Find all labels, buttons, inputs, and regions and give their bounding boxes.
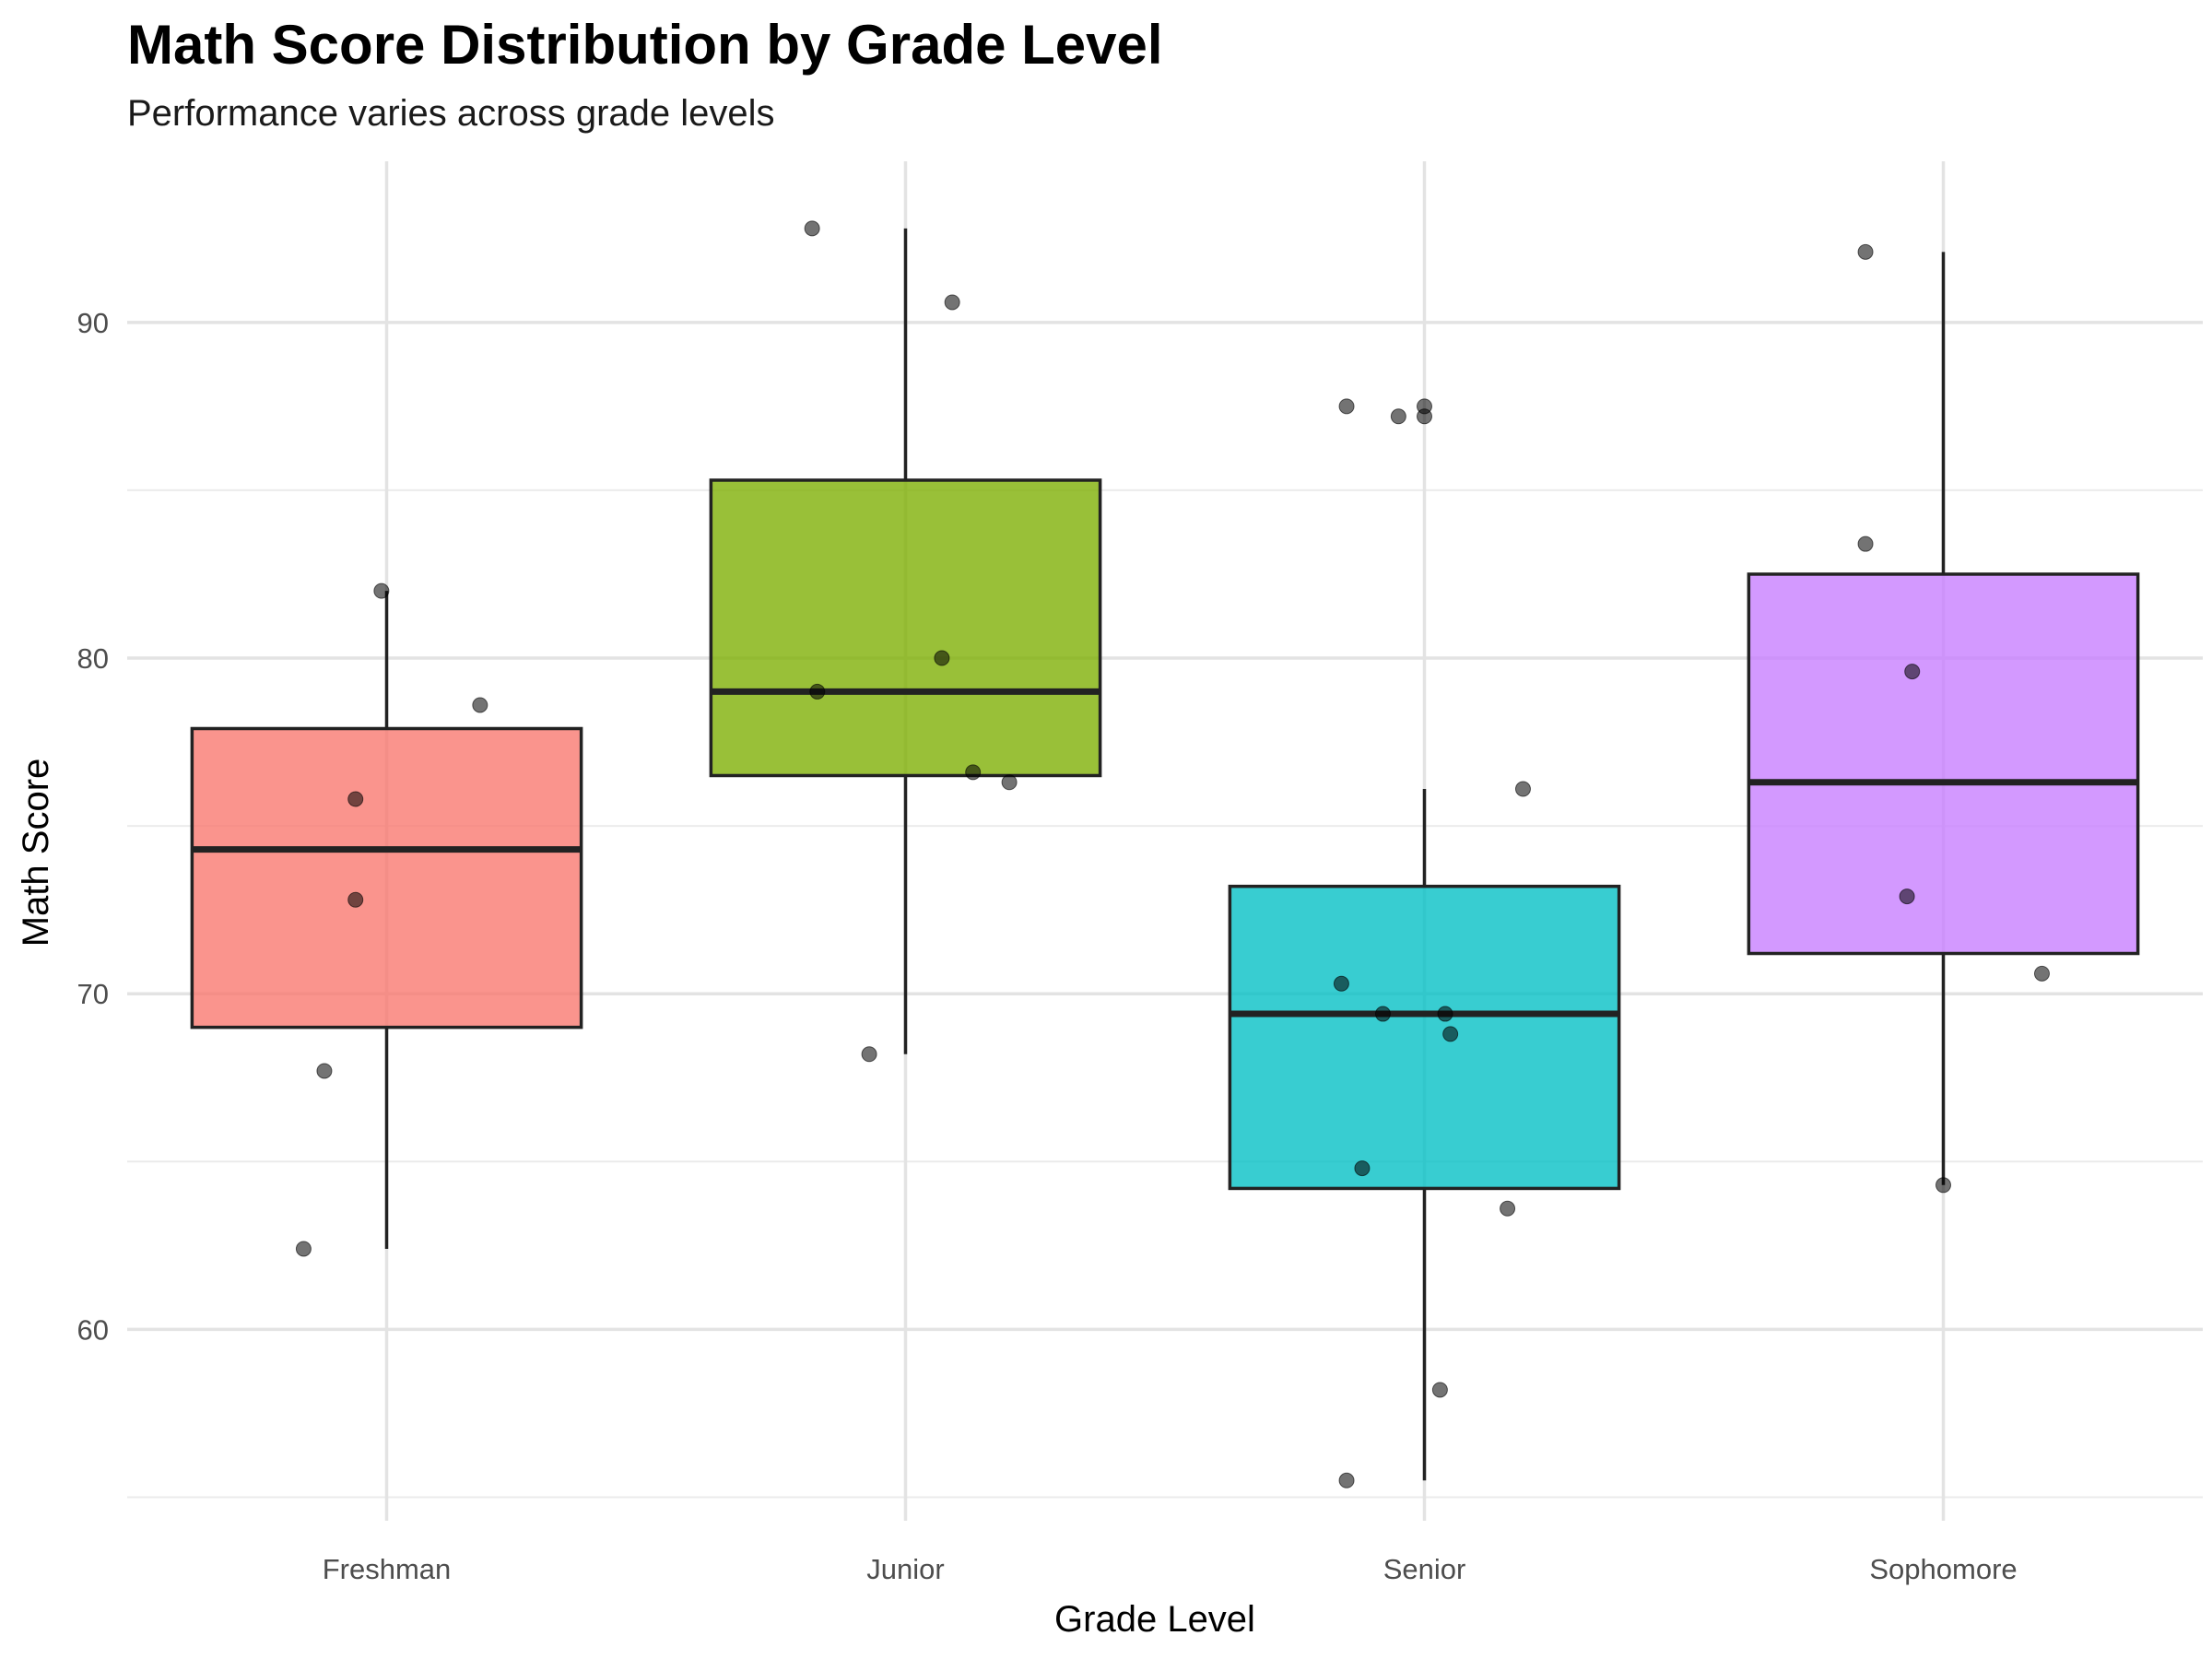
data-point (944, 294, 960, 311)
data-point (1001, 774, 1018, 791)
y-tick-label: 60 (77, 1313, 109, 1346)
iqr-box (1228, 884, 1621, 1191)
x-tick-label: Junior (866, 1553, 944, 1585)
box-junior (709, 228, 1102, 1054)
data-point (1338, 1472, 1355, 1488)
iqr-box (1747, 572, 2140, 956)
data-point (2033, 965, 2050, 982)
y-tick-labels: 60 70 80 90 (77, 307, 109, 1347)
data-point (1899, 888, 1915, 905)
data-point (472, 697, 488, 713)
data-point (861, 1046, 877, 1063)
data-point (1374, 1006, 1391, 1022)
data-point (1514, 781, 1531, 797)
data-point (1437, 1006, 1453, 1022)
data-point (1338, 398, 1355, 415)
data-point (804, 220, 820, 237)
boxes (190, 228, 2140, 1481)
data-point (347, 891, 364, 908)
box-freshman (190, 591, 583, 1249)
y-axis-title: Math Score (16, 759, 56, 947)
x-axis-title: Grade Level (1054, 1599, 1255, 1640)
box-senior (1228, 789, 1621, 1481)
data-point (347, 791, 364, 807)
x-tick-label: Sophomore (1869, 1553, 2017, 1585)
data-point (1333, 975, 1349, 992)
iqr-box (709, 478, 1102, 778)
data-point (1904, 664, 1921, 680)
chart-title: Math Score Distribution by Grade Level (127, 14, 1163, 76)
y-tick-label: 80 (77, 642, 109, 675)
data-point (1936, 1177, 1951, 1194)
data-point (373, 582, 390, 599)
y-tick-label: 70 (77, 978, 109, 1010)
data-points (295, 220, 2050, 1488)
chart-subtitle: Performance varies across grade levels (127, 93, 775, 134)
data-point (1500, 1200, 1516, 1217)
x-tick-label: Senior (1383, 1553, 1466, 1585)
box-sophomore (1747, 252, 2140, 1185)
data-point (965, 764, 982, 781)
data-point (1417, 398, 1432, 415)
data-point (1442, 1026, 1459, 1042)
iqr-box (190, 726, 583, 1030)
data-point (1354, 1160, 1371, 1177)
data-point (809, 683, 826, 700)
x-tick-labels: Freshman Junior Senior Sophomore (323, 1553, 2018, 1585)
data-point (295, 1241, 312, 1257)
y-tick-label: 90 (77, 307, 109, 339)
data-point (934, 650, 950, 666)
data-point (1390, 408, 1406, 425)
data-point (1857, 243, 1874, 260)
data-point (1857, 535, 1874, 552)
data-point (316, 1063, 333, 1079)
data-point (1431, 1382, 1448, 1398)
x-tick-label: Freshman (323, 1553, 452, 1585)
